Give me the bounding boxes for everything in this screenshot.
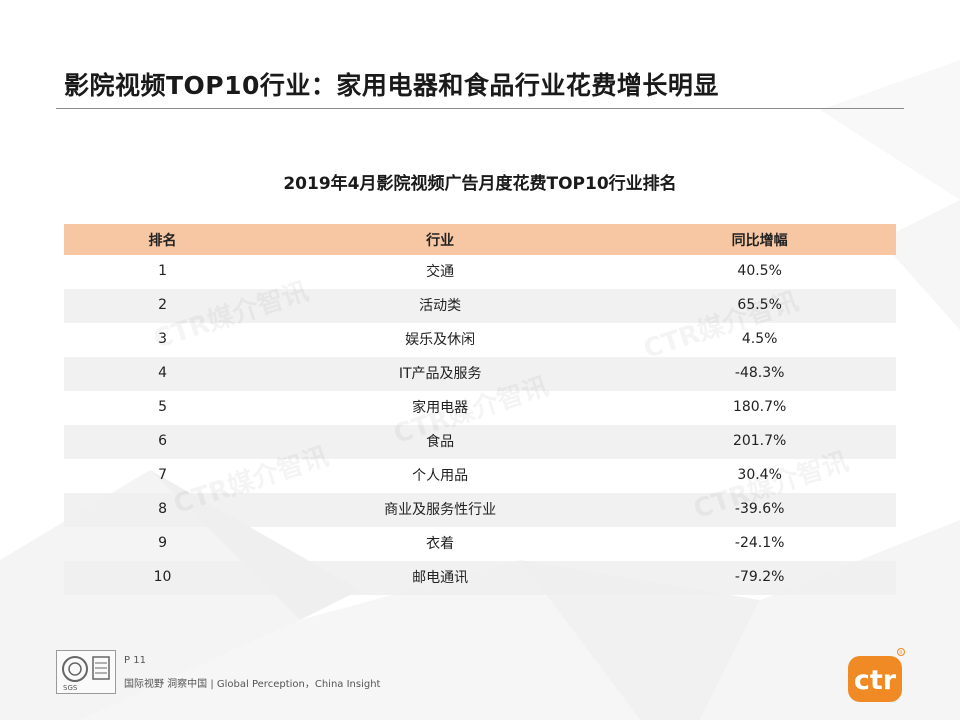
header-growth: 同比增幅: [731, 232, 788, 249]
growth-cell: 180.7%: [732, 399, 787, 415]
ranking-table: 排名 行业 同比增幅 1 交通 40.5% 2 活动类 65.5% 3 娱乐及休…: [64, 224, 896, 595]
rank-cell: 9: [158, 535, 167, 551]
rank-cell: 7: [158, 467, 167, 483]
table-row: 9 衣着 -24.1%: [64, 527, 896, 561]
rank-cell: 2: [158, 297, 167, 313]
industry-cell: 衣着: [426, 536, 455, 552]
header-industry: 行业: [426, 232, 455, 249]
industry-cell: 邮电通讯: [412, 570, 469, 586]
table-row: 1 交通 40.5%: [64, 255, 896, 289]
rank-cell: 1: [158, 263, 167, 279]
rank-cell: 10: [153, 569, 172, 585]
ctr-logo: ctr R: [848, 648, 905, 702]
growth-cell: 65.5%: [737, 297, 782, 313]
industry-cell: 食品: [426, 434, 455, 450]
industry-cell: 商业及服务性行业: [384, 502, 497, 518]
growth-cell: 201.7%: [732, 433, 787, 449]
rank-cell: 3: [158, 331, 167, 347]
header-rank: 排名: [148, 232, 177, 249]
certification-logo: SGS: [56, 650, 116, 694]
rank-cell: 4: [158, 365, 167, 381]
rank-cell: 6: [158, 433, 167, 449]
page-title: 影院视频TOP10行业：家用电器和食品行业花费增长明显: [64, 71, 719, 100]
title-divider: [56, 108, 904, 109]
industry-cell: 家用电器: [412, 400, 469, 416]
cert-logo-text: SGS: [63, 684, 78, 692]
industry-cell: 娱乐及休闲: [405, 332, 476, 348]
table-row: 10 邮电通讯 -79.2%: [64, 561, 896, 595]
growth-cell: -79.2%: [734, 569, 785, 585]
growth-cell: -24.1%: [734, 535, 785, 551]
industry-cell: IT产品及服务: [398, 366, 482, 382]
industry-cell: 个人用品: [412, 468, 469, 484]
table-row: 7 个人用品 30.4%: [64, 459, 896, 493]
table-row: 5 家用电器 180.7%: [64, 391, 896, 425]
svg-text:R: R: [899, 650, 902, 656]
growth-cell: -39.6%: [734, 501, 785, 517]
table-row: 3 娱乐及休闲 4.5%: [64, 323, 896, 357]
industry-cell: 活动类: [419, 298, 462, 314]
growth-cell: 40.5%: [737, 263, 782, 279]
ctr-logo-text: ctr: [854, 665, 897, 696]
table-row: 2 活动类 65.5%: [64, 289, 896, 323]
rank-cell: 8: [158, 501, 167, 517]
footer-slogan: 国际视野 洞察中国 | Global Perception，China Insi…: [124, 679, 381, 690]
growth-cell: 4.5%: [741, 331, 778, 347]
table-title: 2019年4月影院视频广告月度花费TOP10行业排名: [283, 174, 677, 194]
rank-cell: 5: [158, 399, 167, 415]
growth-cell: -48.3%: [734, 365, 785, 381]
table-header-row: 排名 行业 同比增幅: [64, 224, 896, 255]
table-row: 6 食品 201.7%: [64, 425, 896, 459]
growth-cell: 30.4%: [737, 467, 782, 483]
table-row: 8 商业及服务性行业 -39.6%: [64, 493, 896, 527]
page-number: P 11: [124, 655, 146, 666]
table-row: 4 IT产品及服务 -48.3%: [64, 357, 896, 391]
industry-cell: 交通: [426, 264, 455, 280]
